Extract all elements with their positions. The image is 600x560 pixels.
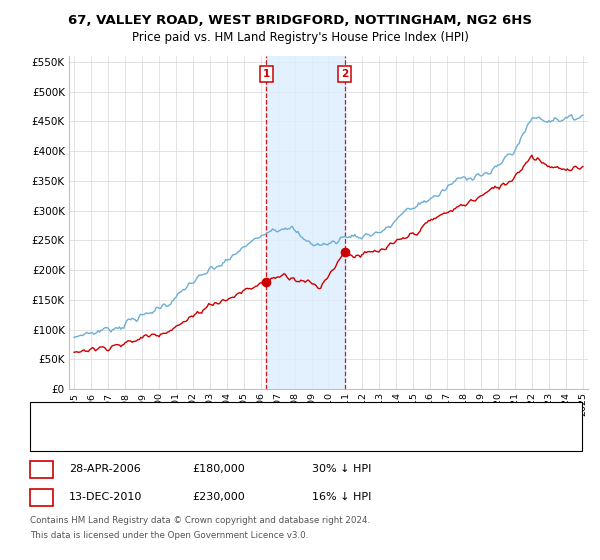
Text: 1: 1 [262,69,270,79]
Text: 16% ↓ HPI: 16% ↓ HPI [312,492,371,502]
Text: 2: 2 [38,492,45,502]
Text: Price paid vs. HM Land Registry's House Price Index (HPI): Price paid vs. HM Land Registry's House … [131,31,469,44]
Text: 28-APR-2006: 28-APR-2006 [69,464,141,474]
Text: 13-DEC-2010: 13-DEC-2010 [69,492,142,502]
Text: 67, VALLEY ROAD, WEST BRIDGFORD, NOTTINGHAM, NG2 6HS: 67, VALLEY ROAD, WEST BRIDGFORD, NOTTING… [68,14,532,27]
Text: £180,000: £180,000 [192,464,245,474]
Text: Contains HM Land Registry data © Crown copyright and database right 2024.: Contains HM Land Registry data © Crown c… [30,516,370,525]
Text: £230,000: £230,000 [192,492,245,502]
Text: 67, VALLEY ROAD, WEST BRIDGFORD, NOTTINGHAM, NG2 6HS (detached house): 67, VALLEY ROAD, WEST BRIDGFORD, NOTTING… [87,410,489,421]
Text: 1: 1 [38,464,45,474]
Text: 30% ↓ HPI: 30% ↓ HPI [312,464,371,474]
Text: This data is licensed under the Open Government Licence v3.0.: This data is licensed under the Open Gov… [30,531,308,540]
Text: HPI: Average price, detached house, Rushcliffe: HPI: Average price, detached house, Rush… [87,432,320,442]
Bar [266,56,344,389]
Text: 2: 2 [341,69,348,79]
